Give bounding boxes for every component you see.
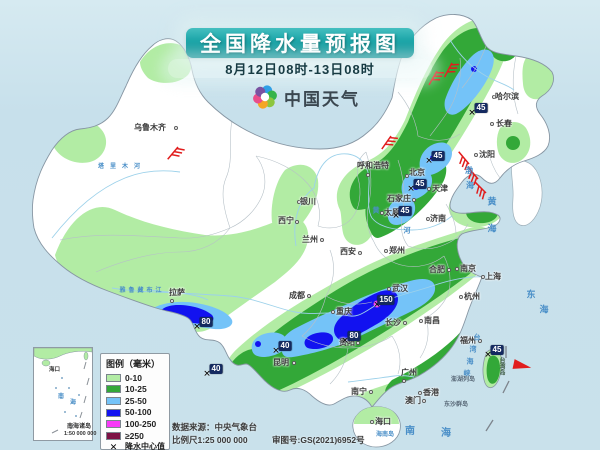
legend-row: 100-250 <box>106 418 164 430</box>
title-banner: 全国降水量预报图 <box>186 28 414 58</box>
legend-box: 图例（毫米） 0-10 10-25 25-50 50-100 100-250 ≥250 ✕… <box>100 353 170 450</box>
south-china-sea-inset: 海口 南 海 南海诸岛 1:50 000 000 <box>33 347 97 441</box>
precip-center-x-icon: ✕ <box>109 441 118 450</box>
inset-city-label: 海口 <box>49 367 61 373</box>
precipitation-overlay <box>51 17 554 408</box>
legend-row: 10-25 <box>106 384 164 396</box>
legend-row: 50-100 <box>106 407 164 419</box>
wind-barb-icon <box>381 135 398 150</box>
legend-range-label: 25-50 <box>125 395 147 406</box>
korea-landmass <box>511 160 543 226</box>
page-title: 全国降水量预报图 <box>200 33 400 56</box>
legend-swatch <box>106 396 121 405</box>
inset-sea-label: 南 <box>58 394 65 400</box>
legend-range-label: 100-250 <box>125 418 157 429</box>
precip-marker-label: 降水中心值 <box>125 442 165 450</box>
data-source-text: 数据来源：中央气象台 <box>172 422 258 432</box>
weather-pinwheel-icon <box>253 85 277 109</box>
precip-marker-row: ✕ 降水中心值 <box>106 441 165 450</box>
subtitle-band: 8月12日08时-13日08时 <box>168 59 432 78</box>
brand-logo: 中国天气 <box>252 83 360 111</box>
legend-range-label: ≥250 <box>125 430 144 441</box>
inset-sea-label: 海 <box>70 400 77 406</box>
legend-row: 25-50 <box>106 395 164 407</box>
legend-swatch <box>106 373 121 382</box>
rivers <box>51 39 515 383</box>
nine-dash-segment <box>485 419 494 432</box>
legend-range-label: 50-100 <box>125 407 152 418</box>
inset-mini-map <box>33 347 93 434</box>
inset-islands <box>55 377 80 417</box>
wind-barb-icon <box>467 166 479 186</box>
legend-row: 0-10 <box>106 372 164 384</box>
wind-barb-icon <box>458 151 470 171</box>
wind-barb-icon <box>428 70 445 86</box>
taiwan-island <box>482 348 503 389</box>
nine-dash-segment <box>502 380 510 394</box>
wind-barb-icon <box>443 62 460 78</box>
hainan-island <box>352 406 401 448</box>
legend-range-label: 10-25 <box>125 384 147 395</box>
legend-swatch <box>106 408 121 417</box>
inset-name-label: 南海诸岛 <box>67 424 92 430</box>
brand-name: 中国天气 <box>284 89 360 109</box>
inset-boundary-dashes <box>51 361 90 434</box>
wind-barb-icon <box>512 359 532 369</box>
china-border-stroke <box>31 14 554 408</box>
forecast-period: 8月12日08时-13日08时 <box>225 62 375 77</box>
map-approval-text: 审图号:GS(2021)6952号 <box>272 435 365 445</box>
map-scale-text: 比例尺1:25 000 000 <box>172 435 248 445</box>
wind-barb-icon <box>474 181 487 200</box>
legend-swatch <box>106 431 121 440</box>
legend-row: ≥250 <box>106 430 164 442</box>
legend-swatch <box>106 385 121 394</box>
legend-swatch <box>106 420 121 429</box>
legend-title: 图例（毫米） <box>106 359 161 369</box>
inset-scale-label: 1:50 000 000 <box>64 431 97 437</box>
province-borders <box>59 45 519 385</box>
legend-range-label: 0-10 <box>125 372 143 383</box>
wind-barb-icon <box>167 146 185 160</box>
